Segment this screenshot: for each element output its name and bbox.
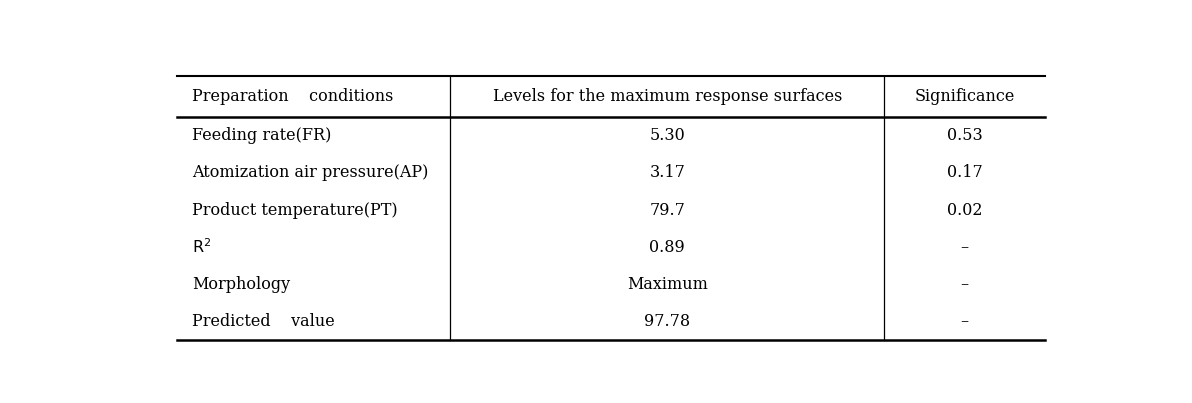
Text: Levels for the maximum response surfaces: Levels for the maximum response surfaces — [492, 88, 842, 105]
Text: 3.17: 3.17 — [650, 164, 685, 181]
Text: Atomization air pressure(AP): Atomization air pressure(AP) — [192, 164, 429, 181]
Text: –: – — [961, 276, 969, 293]
Text: 0.17: 0.17 — [946, 164, 982, 181]
Text: 0.53: 0.53 — [946, 127, 982, 144]
Text: Feeding rate(FR): Feeding rate(FR) — [192, 127, 331, 144]
Text: 79.7: 79.7 — [650, 202, 685, 218]
Text: 5.30: 5.30 — [650, 127, 685, 144]
Text: Morphology: Morphology — [192, 276, 291, 293]
Text: Significance: Significance — [914, 88, 1014, 105]
Text: 97.78: 97.78 — [645, 313, 690, 330]
Text: 0.89: 0.89 — [650, 239, 685, 256]
Text: 0.02: 0.02 — [946, 202, 982, 218]
Text: Maximum: Maximum — [627, 276, 708, 293]
Text: Product temperature(PT): Product temperature(PT) — [192, 202, 398, 218]
Text: $\mathrm{R}^2$: $\mathrm{R}^2$ — [192, 238, 212, 257]
Text: Preparation    conditions: Preparation conditions — [192, 88, 393, 105]
Text: –: – — [961, 313, 969, 330]
Text: –: – — [961, 239, 969, 256]
Text: Predicted    value: Predicted value — [192, 313, 335, 330]
